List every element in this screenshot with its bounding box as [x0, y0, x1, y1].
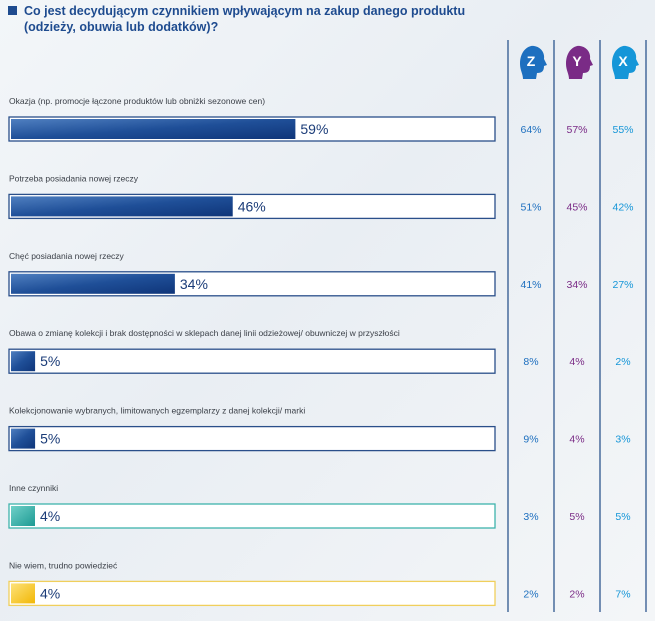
generation-value-y: 4% [569, 434, 584, 446]
bar-value-label: 5% [40, 353, 60, 369]
generation-letter: X [618, 53, 628, 69]
bar-track [8, 425, 496, 452]
category-label: Inne czynniki [9, 483, 58, 493]
category-label: Kolekcjonowanie wybranych, limitowanych … [9, 406, 305, 416]
bar-fill [11, 196, 233, 217]
head-silhouette-icon [612, 45, 639, 79]
generation-value-z: 9% [523, 434, 538, 446]
generation-value-z: 3% [523, 511, 538, 523]
bar-track [8, 580, 496, 607]
generation-value-y: 34% [566, 279, 587, 291]
bar-fill [11, 273, 175, 294]
generation-value-x: 42% [612, 201, 633, 213]
generation-letter: Z [527, 53, 536, 69]
generation-value-y: 45% [566, 201, 587, 213]
generation-value-y: 57% [566, 124, 587, 136]
bar-fill [11, 428, 36, 449]
generation-head-x: X [612, 45, 639, 79]
generation-value-y: 4% [569, 356, 584, 368]
bar-value-label: 46% [238, 198, 266, 214]
generation-value-x: 55% [612, 124, 633, 136]
title-bullet [8, 6, 17, 15]
generation-value-z: 2% [523, 588, 538, 600]
chart-title-line2: (odzieży, obuwia lub dodatków)? [24, 20, 218, 34]
column-lines [507, 40, 647, 612]
chart-row: Potrzeba posiadania nowej rzeczy 46% 51% 45… [8, 173, 634, 220]
generation-value-x: 3% [615, 434, 630, 446]
chart-row: Nie wiem, trudno powiedzieć 4% 2% 2% 7% [8, 560, 631, 607]
category-label: Potrzeba posiadania nowej rzeczy [9, 173, 139, 183]
generation-value-y: 2% [569, 588, 584, 600]
chart-row: Chęć posiadania nowej rzeczy 34% 41% 34% 27% [8, 251, 634, 297]
head-silhouette-icon [520, 45, 547, 79]
chart-title-line1: Co jest decydującym czynnikiem wpływając… [24, 4, 465, 18]
bar-value-label: 4% [40, 585, 60, 601]
bar-value-label: 59% [300, 121, 328, 137]
category-label: Nie wiem, trudno powiedzieć [9, 560, 118, 570]
chart-row: Okazja (np. promocje łączone produktów l… [8, 96, 634, 142]
category-label: Obawa o zmianę kolekcji i brak dostępnoś… [9, 328, 400, 338]
chart-rows: Okazja (np. promocje łączone produktów l… [8, 96, 634, 607]
generation-value-x: 7% [615, 588, 630, 600]
bar-fill [11, 351, 36, 372]
generation-head-z: Z [520, 45, 547, 79]
chart-row: Obawa o zmianę kolekcji i brak dostępnoś… [8, 328, 631, 374]
chart-row: Inne czynniki 4% 3% 5% 5% [8, 483, 631, 529]
bar-value-label: 5% [40, 431, 60, 447]
generation-value-y: 5% [569, 511, 584, 523]
generation-head-y: Y [566, 45, 593, 79]
generation-value-x: 27% [612, 279, 633, 291]
bar-fill [11, 583, 35, 604]
generation-value-z: 8% [523, 356, 538, 368]
generation-value-x: 5% [615, 511, 630, 523]
chart-row: Kolekcjonowanie wybranych, limitowanych … [8, 406, 631, 452]
bar-value-label: 34% [180, 276, 208, 292]
bar-track [8, 503, 496, 529]
generation-value-z: 51% [520, 201, 541, 213]
bar-fill [11, 506, 35, 526]
generation-letter: Y [572, 53, 582, 69]
generation-value-z: 41% [520, 279, 541, 291]
category-label: Okazja (np. promocje łączone produktów l… [9, 96, 265, 106]
category-label: Chęć posiadania nowej rzeczy [9, 251, 125, 261]
bar-fill [11, 119, 296, 139]
generation-value-x: 2% [615, 356, 630, 368]
head-silhouette-icon [566, 45, 593, 79]
bar-track [8, 348, 496, 374]
bar-value-label: 4% [40, 508, 60, 524]
generation-value-z: 64% [520, 124, 541, 136]
